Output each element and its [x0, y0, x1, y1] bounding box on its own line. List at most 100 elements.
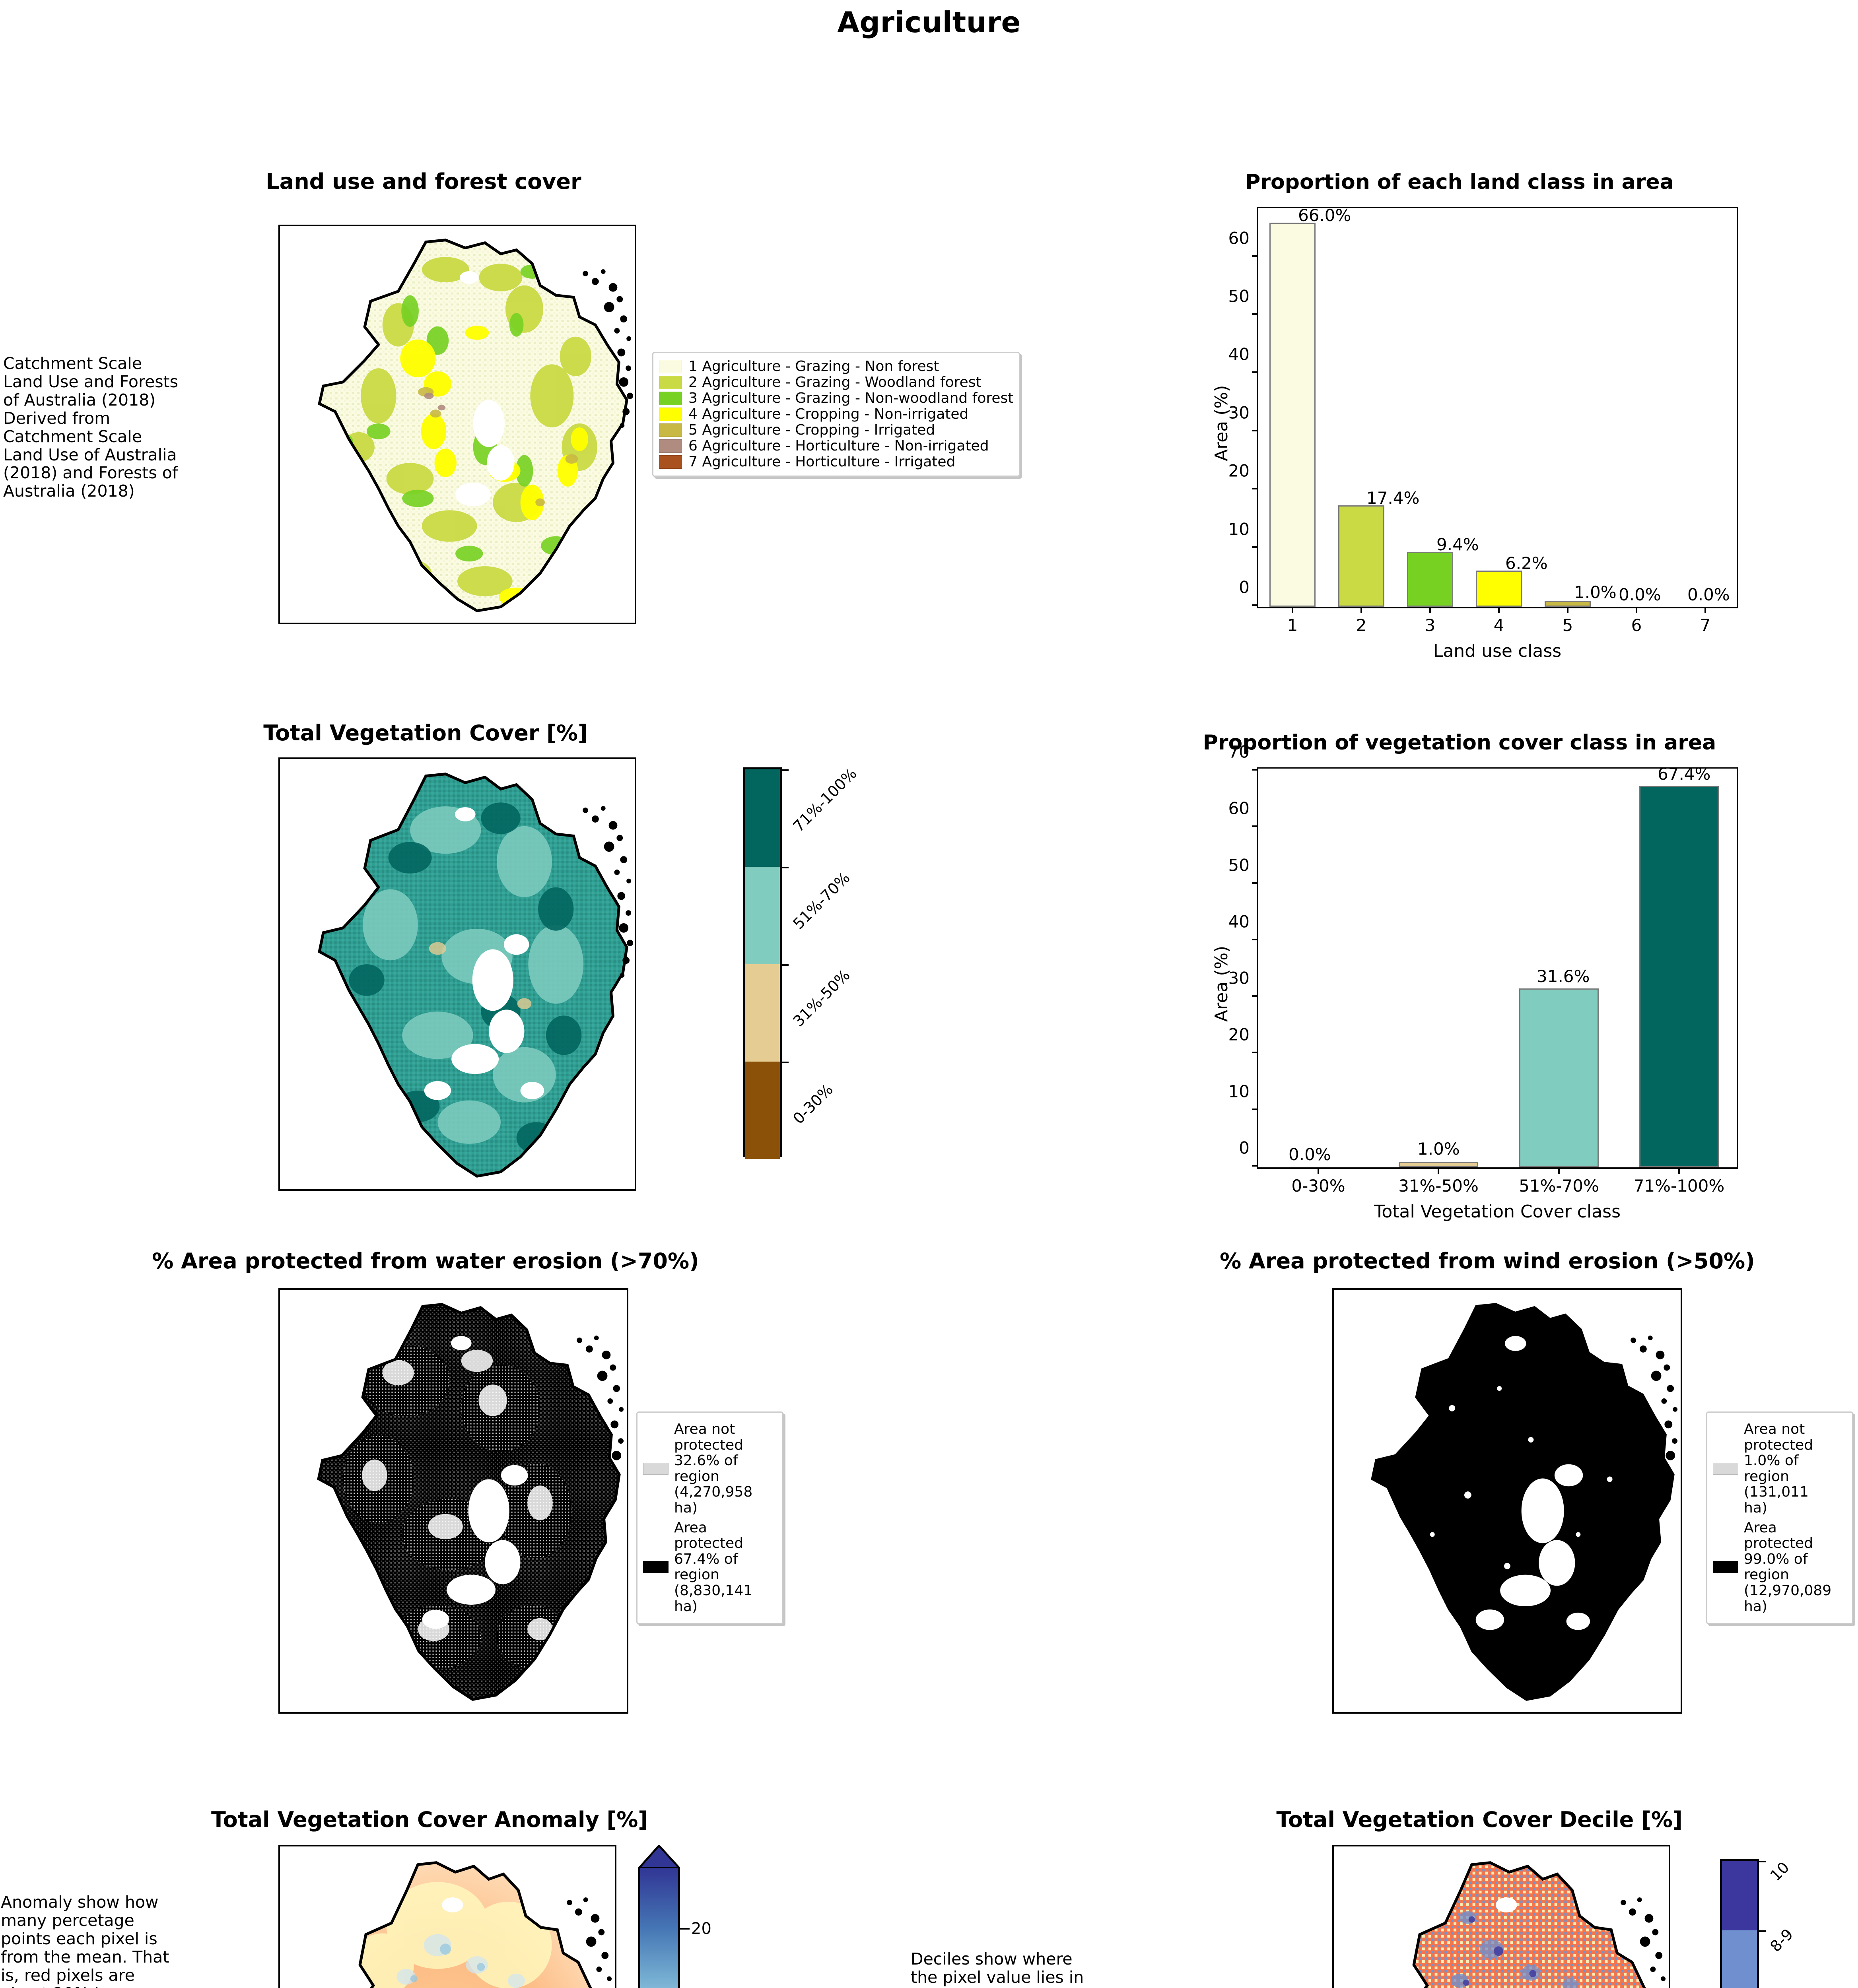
- bar-label-5: 1.0%: [1574, 582, 1617, 602]
- legend-item-not-protected: Area not protected 1.0% of region (131,0…: [1713, 1421, 1846, 1516]
- cbar-seg-10: [1722, 1861, 1757, 1930]
- y-axis-label-land-class: Area (%): [1211, 385, 1232, 461]
- cbar-seg-31-50: [745, 964, 780, 1062]
- legend-swatch-not-protected: [643, 1462, 669, 1475]
- vbar-2[interactable]: [1399, 1162, 1478, 1167]
- landuse-region-raster: [280, 226, 635, 623]
- cbar-label-0-30: 0-30%: [789, 1080, 837, 1128]
- cbar-label-31-50: 31%-50%: [789, 966, 853, 1030]
- vytick-70: 70: [1228, 742, 1250, 762]
- plot-area-land-class: 0 10 20 30 40 50 60 66.0% 17.4% 9.4% 6.2…: [1228, 206, 1738, 635]
- legend-label-2: 2 Agriculture - Grazing - Woodland fores…: [688, 374, 981, 390]
- landuse-source-note: Catchment Scale Land Use and Forests of …: [3, 354, 178, 501]
- legend-label-7: 7 Agriculture - Horticulture - Irrigated: [688, 454, 956, 470]
- ytick-10: 10: [1228, 519, 1250, 539]
- veg-cover-colorbar: 71%-100% 51%-70% 31%-50% 0-30%: [743, 765, 860, 1159]
- x-axis-label-land-class: Land use class: [1433, 641, 1562, 661]
- page-title: Agriculture: [837, 6, 1021, 39]
- ytick-0: 0: [1239, 577, 1250, 597]
- cbar-label-51-70: 51%-70%: [789, 869, 853, 933]
- water-erosion-map-title: % Area protected from water erosion (>70…: [152, 1248, 699, 1274]
- anomaly-map-title: Total Vegetation Cover Anomaly [%]: [211, 1807, 648, 1832]
- wind-erosion-region-raster: [1334, 1290, 1681, 1712]
- bar-4[interactable]: [1476, 571, 1522, 607]
- legend-item-protected: Area protected 67.4% of region (8,830,14…: [643, 1520, 777, 1615]
- anomaly-map[interactable]: [278, 1845, 616, 1988]
- legend-label-6: 6 Agriculture - Horticulture - Non-irrig…: [688, 438, 989, 454]
- vytick-40: 40: [1228, 912, 1250, 932]
- legend-label-3: 3 Agriculture - Grazing - Non-woodland f…: [688, 390, 1014, 406]
- vbar-4[interactable]: [1639, 786, 1719, 1167]
- landuse-legend: 1 Agriculture - Grazing - Non forest 2 A…: [652, 352, 1020, 477]
- plot-area-veg-class: 0 10 20 30 40 50 60 70 0.0% 1.0% 31.6% 6…: [1228, 742, 1738, 1196]
- bar-3[interactable]: [1407, 552, 1453, 607]
- vytick-0: 0: [1239, 1138, 1250, 1158]
- decile-label-8-9: 8-9: [1767, 1925, 1797, 1955]
- anomaly-region-raster: [280, 1846, 615, 1988]
- bar-label-4: 6.2%: [1505, 553, 1548, 573]
- veg-cover-map[interactable]: [278, 757, 636, 1191]
- anomaly-note: Anomaly show how many percetage points e…: [1, 1893, 169, 1988]
- legend-label-1: 1 Agriculture - Grazing - Non forest: [688, 358, 939, 375]
- bar-label-3: 9.4%: [1436, 535, 1479, 554]
- bar-5[interactable]: [1545, 601, 1591, 607]
- water-erosion-map[interactable]: [278, 1288, 628, 1714]
- legend-swatch-6: [659, 439, 682, 453]
- legend-swatch-not-protected: [1713, 1462, 1738, 1475]
- legend-label-5: 5 Agriculture - Cropping - Irrigated: [688, 422, 935, 438]
- legend-item: 7 Agriculture - Horticulture - Irrigated: [659, 455, 1013, 469]
- bar-label-6: 0.0%: [1619, 585, 1661, 604]
- legend-swatch-protected: [1713, 1561, 1738, 1573]
- decile-note: Deciles show where the pixel value lies …: [911, 1949, 1084, 1988]
- vytick-30: 30: [1228, 968, 1250, 988]
- decile-map-title: Total Vegetation Cover Decile [%]: [1276, 1807, 1683, 1832]
- decile-label-10: 10: [1767, 1858, 1793, 1885]
- legend-item: 3 Agriculture - Grazing - Non-woodland f…: [659, 391, 1013, 406]
- water-erosion-region-raster: [280, 1290, 627, 1712]
- water-erosion-legend: Area not protected 32.6% of region (4,27…: [636, 1411, 783, 1625]
- xtick-4: 4: [1493, 615, 1504, 635]
- xtick-6: 6: [1631, 615, 1642, 635]
- cbar-seg-71-100: [745, 769, 780, 867]
- land-class-bar-chart: Proportion of each land class in area 0 …: [1177, 170, 1742, 661]
- bar-2[interactable]: [1338, 505, 1384, 607]
- legend-swatch-4: [659, 408, 682, 421]
- cbar-label-71-100: 71%-100%: [789, 765, 860, 835]
- xtick-3: 3: [1425, 615, 1436, 635]
- colorbar-gradient-body: [638, 1868, 680, 1988]
- vytick-60: 60: [1228, 798, 1250, 818]
- chart-title-veg-class: Proportion of vegetation cover class in …: [1203, 731, 1716, 755]
- decile-map[interactable]: [1332, 1845, 1670, 1988]
- legend-label-not-protected: Area not protected 1.0% of region (131,0…: [1744, 1421, 1813, 1516]
- veg-class-bar-chart: Proportion of vegetation cover class in …: [1177, 731, 1742, 1222]
- landuse-map-title: Land use and forest cover: [266, 169, 581, 194]
- x-axis-label-veg-class: Total Vegetation Cover class: [1374, 1202, 1621, 1222]
- ytick-50: 50: [1228, 286, 1250, 306]
- legend-item: 5 Agriculture - Cropping - Irrigated: [659, 423, 1013, 437]
- veg-cover-region-raster: [280, 759, 635, 1189]
- wind-erosion-map[interactable]: [1332, 1288, 1682, 1714]
- y-axis-label-veg-class: Area (%): [1211, 945, 1232, 1022]
- landuse-map[interactable]: [278, 225, 636, 624]
- vbar-label-2: 1.0%: [1417, 1139, 1460, 1159]
- bar-1[interactable]: [1269, 223, 1316, 607]
- legend-label-4: 4 Agriculture - Cropping - Non-irrigated: [688, 406, 969, 422]
- vbar-label-1: 0.0%: [1289, 1145, 1331, 1164]
- vytick-10: 10: [1228, 1081, 1250, 1101]
- veg-cover-map-title: Total Vegetation Cover [%]: [263, 720, 588, 746]
- colorbar-top-arrow: [638, 1845, 680, 1869]
- legend-item: 1 Agriculture - Grazing - Non forest: [659, 359, 1013, 374]
- anomaly-tick-20: 20: [691, 1920, 711, 1938]
- legend-label-protected: Area protected 67.4% of region (8,830,14…: [674, 1519, 753, 1615]
- legend-item: 6 Agriculture - Horticulture - Non-irrig…: [659, 439, 1013, 453]
- vxtick-4: 71%-100%: [1633, 1176, 1725, 1196]
- xtick-2: 2: [1356, 615, 1367, 635]
- legend-item: 2 Agriculture - Grazing - Woodland fores…: [659, 375, 1013, 390]
- cbar-seg-51-70: [745, 867, 780, 964]
- legend-swatch-7: [659, 455, 682, 469]
- vbar-label-3: 31.6%: [1537, 967, 1590, 986]
- bar-label-1: 66.0%: [1298, 206, 1351, 225]
- xtick-7: 7: [1700, 615, 1711, 635]
- vbar-3[interactable]: [1519, 988, 1599, 1167]
- ytick-40: 40: [1228, 344, 1250, 364]
